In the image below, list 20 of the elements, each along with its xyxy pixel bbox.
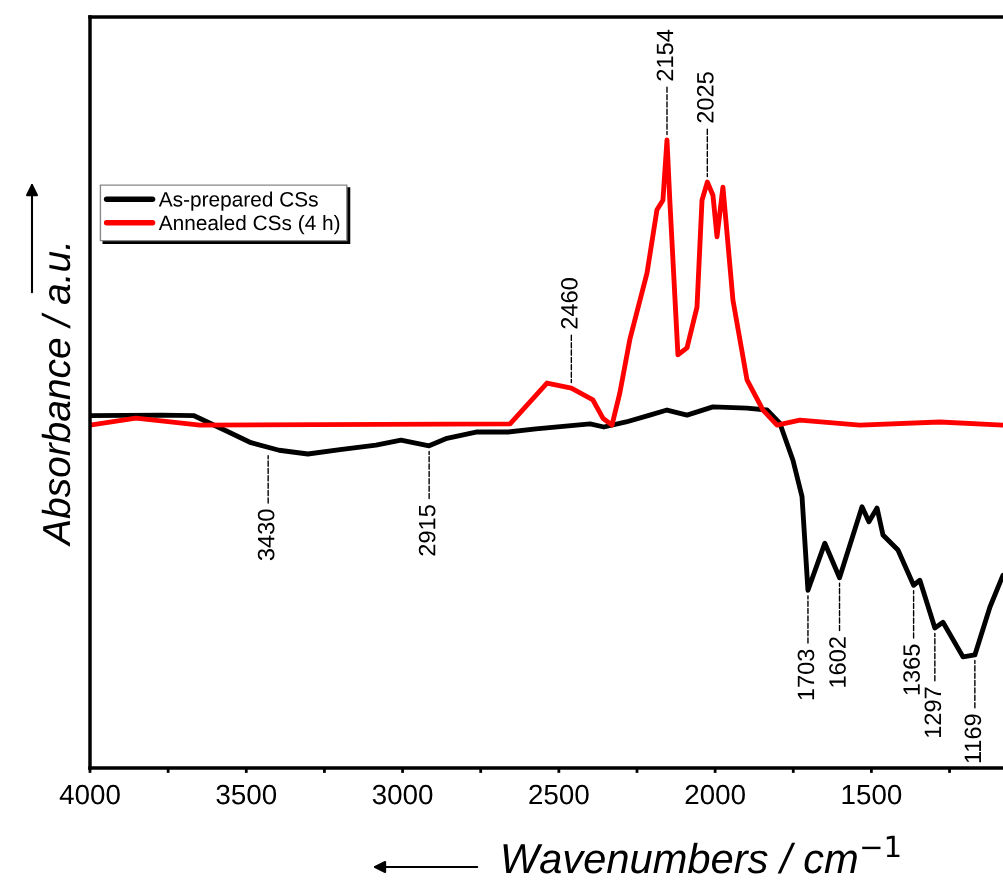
annotation: 3430: [257, 509, 275, 561]
legend-label: Annealed CSs (4 h): [158, 214, 340, 235]
annotation: 2025: [696, 72, 714, 123]
annotation: 2915: [418, 505, 436, 556]
annotation: 2154: [656, 29, 674, 81]
x-tick-label: 3500: [216, 784, 277, 805]
annotation: 1297: [924, 687, 942, 738]
annotation: 1602: [829, 637, 846, 687]
x-tick-label: 1500: [842, 784, 902, 805]
annotation: 1169: [964, 714, 982, 763]
legend-label: As-prepared CSs: [158, 191, 318, 211]
annotation: 2460: [560, 278, 578, 329]
x-tick-label: 3000: [372, 784, 433, 805]
annotation: 1703: [797, 649, 815, 700]
x-axis-title: Wavenumbers / cm$^{−1}$: [503, 835, 900, 874]
y-axis-title: Absorbance / a.u.: [41, 244, 71, 547]
x-tick-label: 2000: [685, 784, 745, 805]
x-tick-label: 2500: [529, 784, 589, 805]
annotation: 1365: [903, 644, 920, 695]
x-tick-label: 4000: [59, 784, 120, 805]
